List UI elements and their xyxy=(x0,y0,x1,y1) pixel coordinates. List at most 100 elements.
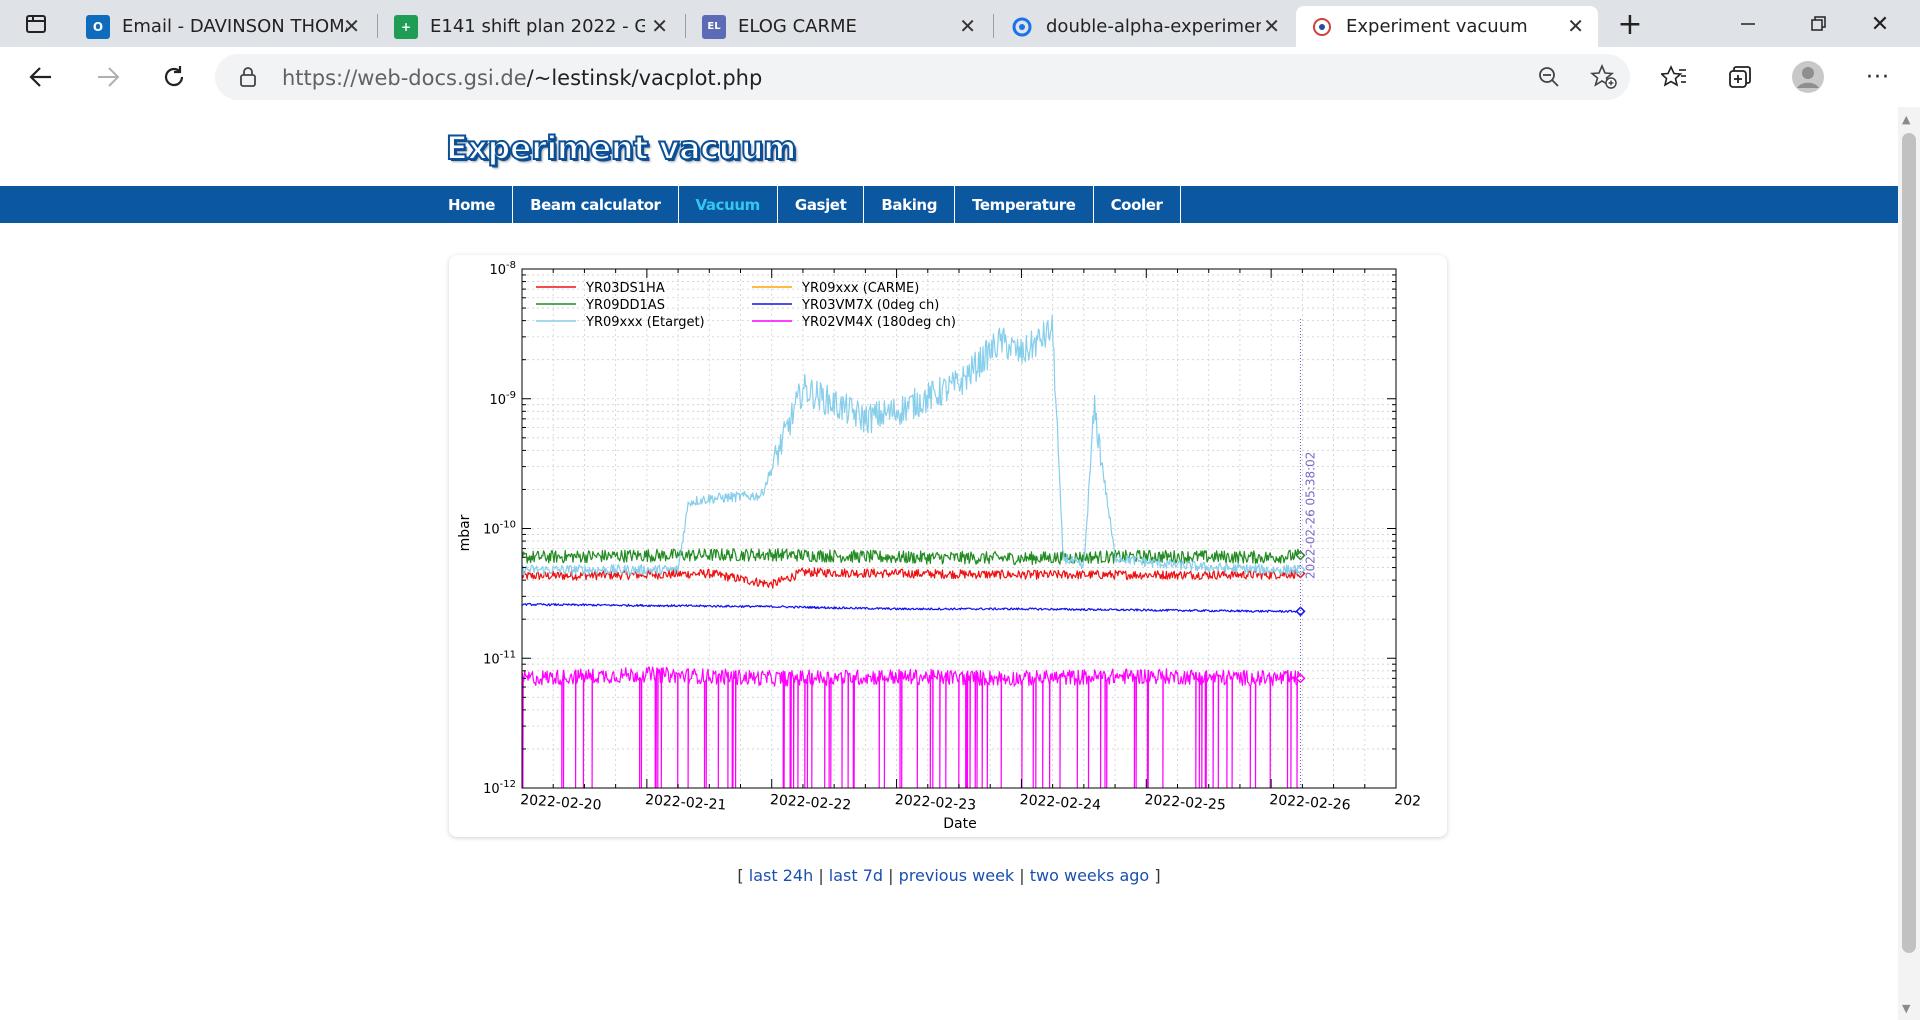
tab-title: Email - DAVINSON THOMAS xyxy=(122,16,347,37)
legend-label: YR02VM4X (180deg ch) xyxy=(801,315,956,330)
url-path: /~lestinsk/vacplot.php xyxy=(526,66,763,90)
series-line xyxy=(522,314,1301,576)
legend-label: YR09xxx (Etarget) xyxy=(585,315,705,330)
tab-separator xyxy=(685,14,686,38)
close-icon[interactable]: ✕ xyxy=(1567,14,1584,38)
plot-legend: YR03DS1HA YR09DD1AS YR09xxx (Etarget) YR09x… xyxy=(536,281,956,330)
nav-vacuum[interactable]: Vacuum xyxy=(679,186,778,223)
x-tick-label: 2022-02-20 xyxy=(520,792,602,814)
nav-baking[interactable]: Baking xyxy=(864,186,956,223)
elog-icon: EL xyxy=(702,14,726,39)
favorites-icon[interactable] xyxy=(1656,59,1692,95)
tab-title: E141 shift plan 2022 - Google Sheets xyxy=(430,16,645,37)
close-icon[interactable]: ✕ xyxy=(959,14,976,38)
time-marker-label: 2022-02-26 05:38:02 xyxy=(1303,452,1317,579)
back-icon[interactable] xyxy=(23,59,59,95)
browser-tab-bar: O Email - DAVINSON THOMAS ✕ + E141 shift… xyxy=(0,0,1920,47)
site-nav-bar: Home Beam calculator Vacuum Gasjet Bakin… xyxy=(0,186,1898,223)
scroll-up-icon[interactable]: ▲ xyxy=(1902,113,1911,126)
tab-title: Experiment vacuum xyxy=(1346,16,1528,37)
close-icon[interactable]: ✕ xyxy=(1263,14,1280,38)
scroll-down-icon[interactable]: ▼ xyxy=(1902,1002,1911,1015)
bracket-open: [ xyxy=(737,866,744,885)
series-end-marker xyxy=(1295,606,1306,617)
minimize-icon[interactable] xyxy=(1730,6,1766,42)
series-line xyxy=(522,548,1301,566)
plot-time-marker: 2022-02-26 05:38:02 xyxy=(1299,319,1317,788)
gsi-icon xyxy=(1310,15,1334,39)
site-title: Experiment vacuum xyxy=(445,128,797,168)
link-separator: | xyxy=(1019,866,1025,885)
refresh-icon[interactable] xyxy=(156,59,192,95)
y-tick-label: 10-10 xyxy=(483,520,516,538)
add-favorite-icon[interactable] xyxy=(1589,63,1618,94)
lock-icon[interactable] xyxy=(239,66,257,92)
x-tick-label: 2022-02-22 xyxy=(769,792,851,814)
legend-label: YR09xxx (CARME) xyxy=(801,281,919,296)
forward-icon[interactable] xyxy=(90,59,126,95)
nav-temperature[interactable]: Temperature xyxy=(955,186,1094,223)
collections-icon[interactable] xyxy=(1722,59,1758,95)
nav-gasjet[interactable]: Gasjet xyxy=(778,186,865,223)
tab-double-alpha[interactable]: double-alpha-experiment ✕ xyxy=(996,6,1294,47)
page-scrollbar[interactable]: ▲ ▼ xyxy=(1898,107,1920,1020)
site-nav-items: Home Beam calculator Vacuum Gasjet Bakin… xyxy=(431,186,1181,223)
web-page: Experiment vacuum Home Beam calculator V… xyxy=(0,107,1898,1020)
series-end-marker xyxy=(1295,564,1306,575)
x-axis-label: Date xyxy=(943,816,976,832)
ring-icon xyxy=(1010,15,1034,39)
profile-avatar-icon[interactable] xyxy=(1790,59,1826,95)
close-icon[interactable]: ✕ xyxy=(343,14,360,38)
tab-separator xyxy=(377,14,378,38)
close-window-icon[interactable]: ✕ xyxy=(1870,11,1890,37)
y-tick-label: 10-12 xyxy=(483,779,516,797)
tab-separator xyxy=(993,14,994,38)
outlook-icon: O xyxy=(86,14,110,39)
nav-beam-calculator[interactable]: Beam calculator xyxy=(513,186,679,223)
browser-address-bar: https://web-docs.gsi.de/~lestinsk/vacplo… xyxy=(0,47,1920,108)
y-tick-label: 10-8 xyxy=(489,260,516,278)
zoom-out-icon[interactable] xyxy=(1537,65,1561,93)
series-line xyxy=(522,666,1301,788)
plot-grid xyxy=(521,269,1397,789)
y-axis-label: mbar xyxy=(457,514,473,551)
link-last-7d[interactable]: last 7d xyxy=(828,866,884,885)
url-field[interactable]: https://web-docs.gsi.de/~lestinsk/vacplo… xyxy=(215,54,1630,100)
legend-label: YR03VM7X (0deg ch) xyxy=(801,298,939,313)
more-menu-icon[interactable]: ··· xyxy=(1866,64,1890,90)
plot-series xyxy=(522,314,1306,788)
vacuum-plot-card: 2022-02-26 05:38:02 10-8 10-9 10-10 10-11 10… xyxy=(449,255,1447,837)
new-tab-icon[interactable]: + xyxy=(1617,6,1643,42)
x-tick-label: 2022-02-21 xyxy=(645,792,727,814)
tab-elog[interactable]: EL ELOG CARME ✕ xyxy=(688,6,990,47)
legend-label: YR09DD1AS xyxy=(585,298,665,313)
link-separator: | xyxy=(888,866,894,885)
nav-cooler[interactable]: Cooler xyxy=(1094,186,1181,223)
link-separator: | xyxy=(818,866,824,885)
scrollbar-thumb[interactable] xyxy=(1902,133,1916,953)
x-tick-label: 2022-02-25 xyxy=(1144,792,1226,814)
sheets-icon: + xyxy=(394,14,418,39)
time-range-links: [ last 24h | last 7d | previous week | t… xyxy=(0,866,1898,885)
series-line xyxy=(522,602,1301,613)
tab-title: double-alpha-experiment xyxy=(1046,16,1261,37)
tab-actions-icon[interactable] xyxy=(18,6,54,42)
tab-experiment-vacuum[interactable]: Experiment vacuum ✕ xyxy=(1296,6,1598,47)
y-tick-label: 10-11 xyxy=(483,649,516,667)
tab-email[interactable]: O Email - DAVINSON THOMAS ✕ xyxy=(72,6,374,47)
restore-icon[interactable] xyxy=(1800,6,1836,42)
y-tick-label: 10-9 xyxy=(489,390,516,408)
url-host: https://web-docs.gsi.de xyxy=(282,66,527,90)
tab-title: ELOG CARME xyxy=(738,16,857,37)
vacuum-chart: 2022-02-26 05:38:02 10-810-910-1010-1110… xyxy=(457,260,1422,832)
tab-shift-plan[interactable]: + E141 shift plan 2022 - Google Sheets ✕ xyxy=(380,6,682,47)
nav-home[interactable]: Home xyxy=(431,186,514,223)
close-icon[interactable]: ✕ xyxy=(651,14,668,38)
link-two-weeks-ago[interactable]: two weeks ago xyxy=(1029,866,1150,885)
link-last-24h[interactable]: last 24h xyxy=(748,866,814,885)
bracket-close: ] xyxy=(1154,866,1161,885)
x-tick-label: 2022-02-23 xyxy=(894,792,976,814)
legend-label: YR03DS1HA xyxy=(585,281,665,296)
link-previous-week[interactable]: previous week xyxy=(898,866,1015,885)
